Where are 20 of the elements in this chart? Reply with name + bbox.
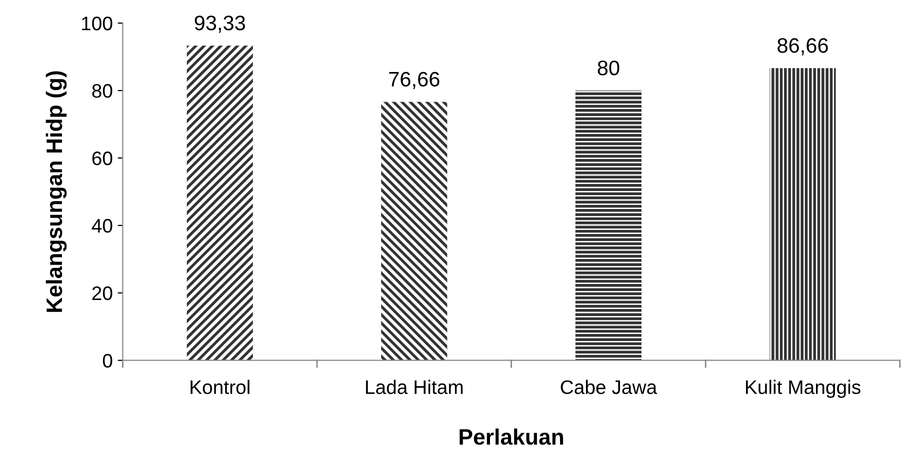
y-tick-label: 0 bbox=[102, 354, 112, 368]
bar bbox=[186, 46, 253, 360]
x-tick-label: Lada Hitam bbox=[366, 380, 463, 394]
x-tick-label: Kulit Manggis bbox=[746, 380, 860, 398]
data-label: 86,66 bbox=[778, 38, 828, 56]
bar bbox=[770, 68, 836, 360]
x-tick-label: Kontrol bbox=[190, 380, 250, 394]
y-axis-title: Kelangsungan Hidp (g) bbox=[46, 71, 67, 312]
x-tick-label: Cabe Jawa bbox=[560, 380, 658, 394]
bar bbox=[381, 102, 448, 360]
y-tick-label: 100 bbox=[82, 16, 112, 30]
y-tick-label: 20 bbox=[92, 286, 112, 300]
data-label: 93,33 bbox=[194, 16, 246, 33]
y-tick-label: 40 bbox=[92, 218, 112, 233]
data-label: 80 bbox=[598, 60, 620, 76]
y-tick-label: 80 bbox=[92, 84, 112, 98]
y-tick-label: 60 bbox=[92, 151, 112, 166]
data-label: 76,66 bbox=[389, 72, 440, 90]
x-axis-title: Perlakuan bbox=[460, 428, 564, 445]
bar bbox=[575, 90, 642, 360]
